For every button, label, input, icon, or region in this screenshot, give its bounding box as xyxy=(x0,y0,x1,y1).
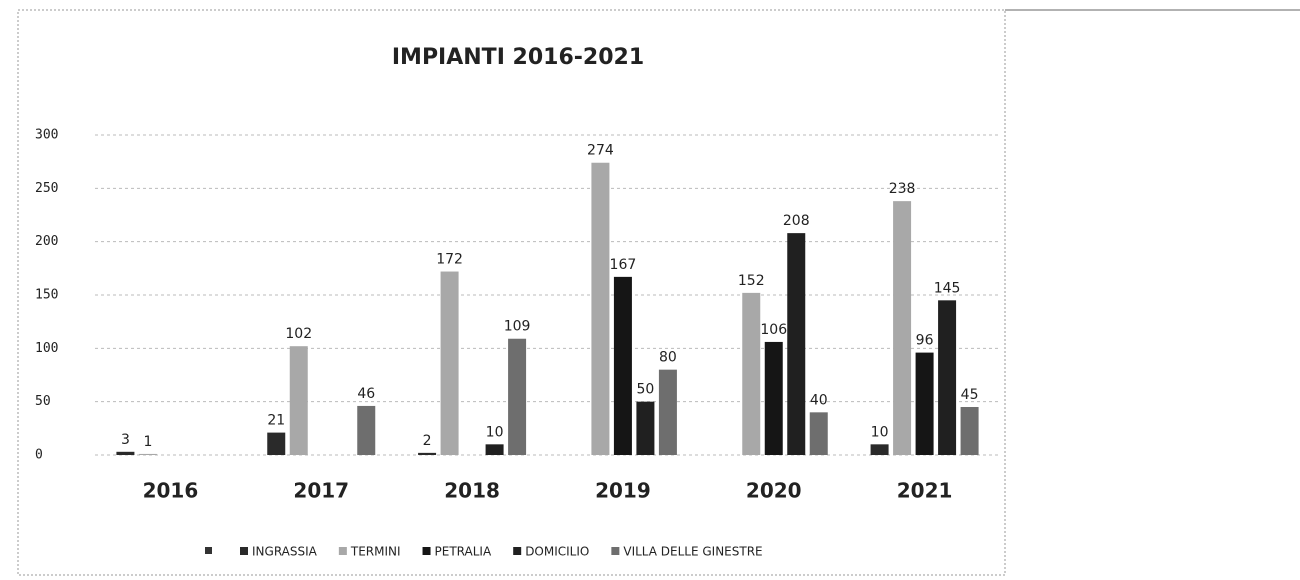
bar xyxy=(893,201,912,455)
x-tick-label: 2018 xyxy=(444,479,500,503)
data-label: 102 xyxy=(285,326,312,342)
data-label: 80 xyxy=(659,350,677,366)
bar xyxy=(915,352,934,455)
x-tick-label: 2016 xyxy=(143,479,199,503)
y-tick-label: 0 xyxy=(35,448,43,463)
data-label: 2 xyxy=(423,433,432,449)
legend-label: PETRALIA xyxy=(435,545,492,559)
legend-swatch xyxy=(338,547,347,555)
bar xyxy=(138,453,157,455)
bar xyxy=(658,369,677,455)
legend-label: VILLA DELLE GINESTRE xyxy=(623,545,762,559)
bar xyxy=(613,276,632,455)
chart-frame xyxy=(17,9,1006,576)
x-tick-label: 2019 xyxy=(595,479,651,503)
data-label: 50 xyxy=(637,382,655,398)
data-label: 152 xyxy=(738,273,765,289)
data-label: 1 xyxy=(143,434,152,450)
bar xyxy=(960,407,979,455)
data-label: 3 xyxy=(121,432,130,448)
bar xyxy=(764,341,783,455)
y-tick-label: 150 xyxy=(35,288,58,303)
bar xyxy=(267,432,286,455)
y-tick-label: 200 xyxy=(35,234,58,249)
y-tick-label: 250 xyxy=(35,181,58,196)
data-label: 274 xyxy=(587,143,614,159)
data-label: 21 xyxy=(267,413,285,429)
data-label: 45 xyxy=(961,387,979,403)
bar xyxy=(289,346,308,455)
data-label: 167 xyxy=(610,257,637,273)
legend-swatch xyxy=(611,547,620,555)
data-label: 10 xyxy=(486,424,504,440)
bar xyxy=(938,300,957,455)
bar xyxy=(116,451,135,455)
bar xyxy=(636,401,655,455)
data-label: 238 xyxy=(889,181,916,197)
data-label: 172 xyxy=(436,252,463,268)
y-tick-label: 300 xyxy=(35,128,58,143)
y-tick-label: 100 xyxy=(35,341,58,356)
bar xyxy=(418,452,437,455)
data-label: 145 xyxy=(934,280,961,296)
data-label: 10 xyxy=(871,424,889,440)
chart-title: IMPIANTI 2016-2021 xyxy=(392,45,644,70)
y-tick-label: 50 xyxy=(35,394,51,409)
legend-swatch xyxy=(422,547,431,555)
legend-label: DOMICILIO xyxy=(525,545,589,559)
data-label: 208 xyxy=(783,213,810,229)
data-label: 109 xyxy=(504,319,531,335)
data-label: 106 xyxy=(760,322,787,338)
bar xyxy=(809,412,828,455)
x-tick-label: 2017 xyxy=(293,479,349,503)
data-label: 96 xyxy=(916,333,934,349)
bar xyxy=(508,338,527,455)
bar xyxy=(787,233,806,455)
bar xyxy=(440,271,459,455)
x-tick-label: 2021 xyxy=(897,479,953,503)
bar xyxy=(485,444,504,455)
legend-marker xyxy=(205,547,212,554)
x-tick-label: 2020 xyxy=(746,479,802,503)
legend-swatch xyxy=(513,547,522,555)
legend-swatch xyxy=(240,547,248,555)
bar xyxy=(742,292,761,455)
legend-label: INGRASSIA xyxy=(252,545,318,559)
data-label: 40 xyxy=(810,392,828,408)
bar xyxy=(357,405,376,455)
data-label: 46 xyxy=(357,386,375,402)
legend-label: TERMINI xyxy=(350,545,401,559)
bar xyxy=(591,162,610,455)
bar xyxy=(870,444,889,455)
